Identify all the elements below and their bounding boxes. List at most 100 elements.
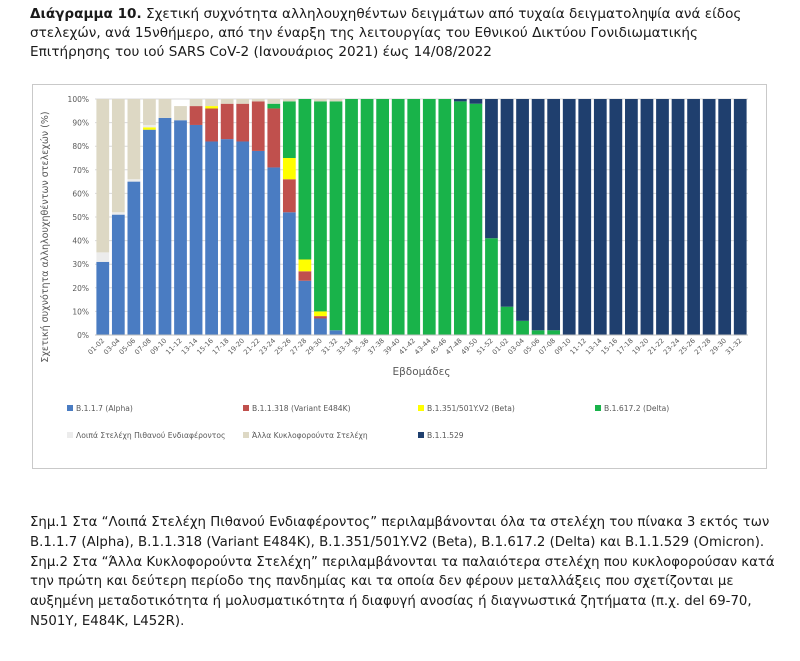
legend-label-alpha: B.1.1.7 (Alpha) xyxy=(76,404,133,413)
x-tick-label: 43-44 xyxy=(413,337,433,357)
bar-lpe xyxy=(143,124,156,128)
y-tick-label: 90% xyxy=(72,119,89,128)
x-tick-label: 15-16 xyxy=(195,337,215,357)
x-tick-label: 09-10 xyxy=(553,337,573,357)
bar-other xyxy=(96,99,110,253)
x-tick-label: 33-34 xyxy=(335,337,355,357)
x-tick-label: 29-30 xyxy=(708,337,728,357)
legend-label-omicron: B.1.1.529 xyxy=(427,431,464,440)
bar-alpha xyxy=(189,124,203,336)
x-tick-label: 05-06 xyxy=(522,337,542,357)
legend-label-delta: B.1.617.2 (Delta) xyxy=(604,404,669,413)
bar-omicron xyxy=(687,99,700,335)
y-tick-label: 100% xyxy=(68,95,89,104)
x-tick-label: 39-40 xyxy=(382,337,402,357)
bar-delta xyxy=(500,306,514,335)
bar-e484k xyxy=(236,103,250,142)
legend-swatch-lpe xyxy=(67,432,73,438)
x-tick-label: 25-26 xyxy=(273,337,293,357)
bar-other xyxy=(282,99,296,102)
x-axis-title: Εβδομάδες xyxy=(392,366,450,378)
bar-delta xyxy=(547,330,561,335)
y-tick-label: 30% xyxy=(72,260,89,269)
bar-delta xyxy=(422,99,436,335)
note-2: Σημ.2 Στα “Άλλα Κυκλοφορούντα Στελέχη” π… xyxy=(30,554,775,629)
bar-other xyxy=(174,106,187,121)
x-tick-label: 29-30 xyxy=(304,337,324,357)
bar-alpha xyxy=(143,129,156,335)
bar-delta xyxy=(485,238,498,335)
y-tick-label: 10% xyxy=(72,307,89,316)
bar-alpha xyxy=(111,214,125,335)
y-tick-label: 80% xyxy=(72,142,89,151)
bar-omicron xyxy=(453,99,467,102)
bar-omicron xyxy=(531,99,545,331)
x-tick-label: 51-52 xyxy=(475,337,495,357)
bar-other xyxy=(236,99,250,104)
legend-label-lpe: Λοιπά Στελέχη Πιθανού Ενδιαφέροντος xyxy=(76,431,225,440)
x-tick-label: 03-04 xyxy=(506,337,526,357)
bar-omicron xyxy=(671,99,685,335)
bar-delta xyxy=(531,330,545,335)
stacked-bar-chart: 0%10%20%30%40%50%60%70%80%90%100%01-0203… xyxy=(40,95,748,440)
x-tick-label: 23-24 xyxy=(258,337,278,357)
y-tick-label: 0% xyxy=(77,331,89,340)
legend-swatch-delta xyxy=(595,405,601,411)
x-tick-label: 21-22 xyxy=(242,337,262,357)
bar-delta xyxy=(516,320,529,335)
x-tick-label: 15-16 xyxy=(600,337,620,357)
bar-other xyxy=(127,99,141,180)
bar-other xyxy=(220,99,234,104)
bar-omicron xyxy=(609,99,623,335)
bar-alpha xyxy=(96,261,110,335)
legend-swatch-omicron xyxy=(418,432,424,438)
x-tick-label: 19-20 xyxy=(631,337,651,357)
bar-omicron xyxy=(656,99,669,335)
bar-lpe xyxy=(111,212,125,215)
bar-delta xyxy=(469,103,483,335)
bar-omicron xyxy=(485,99,498,239)
bar-alpha xyxy=(314,318,327,335)
caption-label: Διάγραμμα 10. xyxy=(30,6,142,22)
x-tick-label: 07-08 xyxy=(133,337,153,357)
y-tick-label: 70% xyxy=(72,166,89,175)
bar-lpe xyxy=(96,252,110,262)
y-tick-label: 40% xyxy=(72,237,89,246)
bar-e484k xyxy=(220,103,234,140)
x-tick-label: 27-28 xyxy=(693,337,713,357)
x-tick-label: 47-48 xyxy=(444,337,464,357)
note-1: Σημ.1 Στα “Λοιπά Στελέχη Πιθανού Ενδιαφέ… xyxy=(30,515,770,550)
bar-omicron xyxy=(516,99,529,321)
bar-alpha xyxy=(298,280,312,335)
bar-omicron xyxy=(469,99,483,104)
bar-delta xyxy=(376,99,390,335)
bar-beta xyxy=(205,106,218,109)
bar-alpha xyxy=(205,141,218,335)
bar-e484k xyxy=(267,108,281,168)
x-tick-label: 03-04 xyxy=(102,337,122,357)
bar-other xyxy=(251,99,265,102)
bar-other xyxy=(205,99,218,107)
bar-other xyxy=(314,99,327,102)
x-tick-label: 01-02 xyxy=(491,337,511,357)
bar-delta xyxy=(453,101,467,335)
x-tick-label: 17-18 xyxy=(211,337,231,357)
bar-omicron xyxy=(718,99,732,335)
bar-other xyxy=(267,99,281,104)
bar-other xyxy=(158,99,172,118)
x-tick-label: 11-12 xyxy=(164,337,184,357)
caption-text: Σχετική συχνότητα αλληλουχηθέντων δειγμά… xyxy=(30,6,742,60)
bar-omicron xyxy=(578,99,592,335)
bar-e484k xyxy=(251,101,265,151)
bar-delta xyxy=(360,99,374,335)
x-tick-label: 19-20 xyxy=(226,337,246,357)
bar-e484k xyxy=(282,179,296,213)
bar-other xyxy=(111,99,125,213)
legend-label-other: Άλλα Κυκλοφορούντα Στελέχη xyxy=(252,431,368,440)
bar-omicron xyxy=(625,99,638,335)
bar-alpha xyxy=(236,141,250,335)
bar-lpe xyxy=(127,179,141,182)
bar-other xyxy=(329,99,343,102)
x-tick-label: 23-24 xyxy=(662,337,682,357)
bar-delta xyxy=(282,101,296,158)
